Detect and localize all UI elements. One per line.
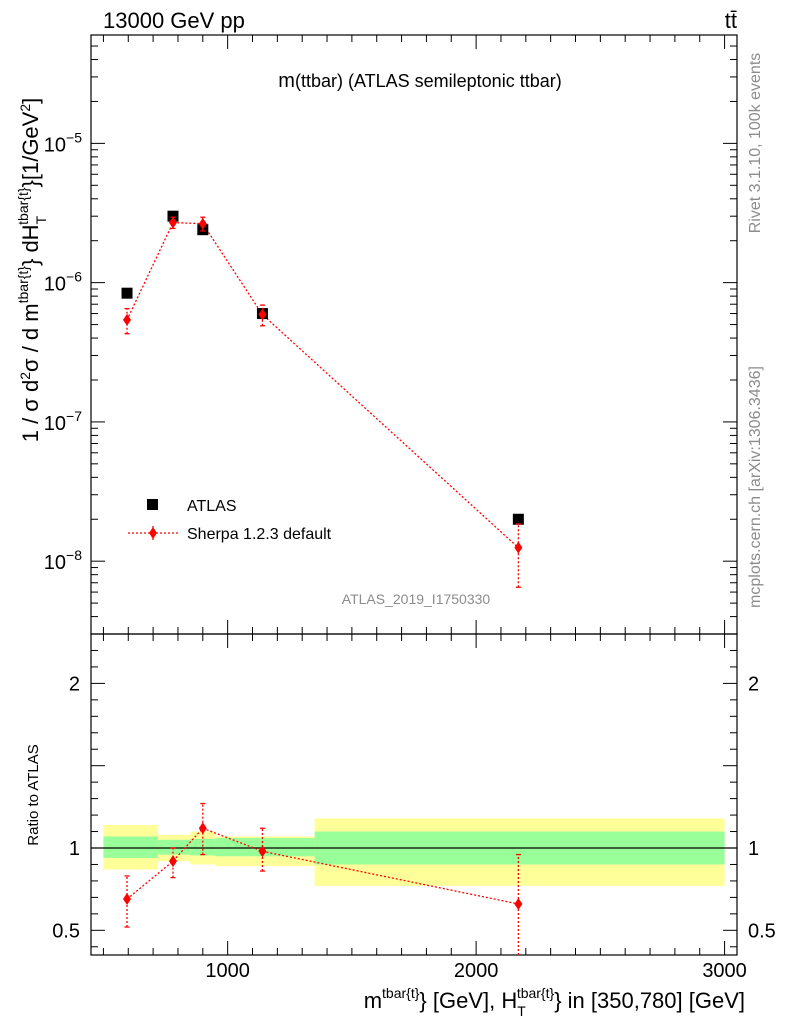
legend: ATLAS Sherpa 1.2.3 default bbox=[128, 498, 332, 543]
ratio-sherpa-point-0 bbox=[123, 893, 132, 906]
ratio-y-tick-label-left-0.5: 0.5 bbox=[52, 920, 80, 942]
ratio-y-tick-label-right-1: 1 bbox=[748, 838, 759, 860]
main-title-rest: (ttbar) (ATLAS semileptonic ttbar) bbox=[295, 71, 562, 91]
header-right: tt̄ bbox=[725, 8, 737, 33]
main-title: m(ttbar) (ATLAS semileptonic ttbar) bbox=[278, 70, 561, 92]
sherpa-point-4 bbox=[514, 541, 523, 554]
main-y-tick-label-2: 10−7 bbox=[44, 408, 82, 435]
ratio-y-tick-label-right-2: 2 bbox=[748, 673, 759, 695]
sherpa-line bbox=[126, 221, 519, 549]
watermark: ATLAS_2019_I1750330 bbox=[342, 591, 491, 607]
main-panel: m(ttbar) (ATLAS semileptonic ttbar) ATLA… bbox=[15, 34, 738, 635]
ratio-sherpa-point-1 bbox=[168, 855, 177, 868]
side-label-bottom: mcplots.cern.ch [arXiv:1306.3436] bbox=[747, 366, 764, 608]
side-label-top: Rivet 3.1.10, 100k events bbox=[747, 53, 764, 234]
legend-label-sherpa: Sherpa 1.2.3 default bbox=[187, 526, 332, 543]
main-y-tick-label-0: 10−5 bbox=[44, 129, 82, 156]
legend-marker-atlas bbox=[147, 499, 158, 510]
sherpa-point-2 bbox=[198, 217, 207, 230]
sherpa-point-0 bbox=[123, 313, 132, 326]
ratio-frame bbox=[90, 633, 738, 956]
ratio-sherpa-point-3 bbox=[258, 845, 267, 858]
atlas-point-1 bbox=[167, 210, 179, 222]
x-tick-label-1000: 1000 bbox=[205, 960, 250, 982]
main-y-tick-label-1: 10−6 bbox=[44, 269, 82, 296]
ratio-band-inner-0 bbox=[103, 836, 159, 858]
x-tick-label-2000: 2000 bbox=[454, 960, 499, 982]
atlas-point-4 bbox=[512, 513, 524, 525]
ratio-sherpa-point-4 bbox=[514, 897, 523, 910]
main-y-tick-label-3: 10−8 bbox=[44, 547, 82, 574]
ratio-band-inner-3 bbox=[215, 838, 315, 857]
ratio-y-tick-label-right-0.5: 0.5 bbox=[748, 920, 776, 942]
legend-marker-sherpa bbox=[149, 527, 157, 539]
sherpa-point-3 bbox=[258, 308, 267, 321]
ratio-y-tick-label-left-2: 2 bbox=[69, 673, 80, 695]
ratio-y-tick-label-left-1: 1 bbox=[69, 838, 80, 860]
x-axis-label: mtbar{t}} [GeV], HTtbar{t}} in [350,780]… bbox=[364, 985, 745, 1019]
legend-label-atlas: ATLAS bbox=[187, 498, 237, 515]
sherpa-point-1 bbox=[168, 216, 177, 229]
main-title-m: m bbox=[278, 70, 295, 92]
ratio-panel: Ratio to ATLAS mtbar{t}} [GeV], HTtbar{t… bbox=[25, 633, 776, 1019]
ratio-band-inner-1 bbox=[158, 839, 191, 855]
x-tick-label-3000: 3000 bbox=[702, 960, 747, 982]
header-left: 13000 GeV pp bbox=[103, 8, 245, 33]
ratio-bands bbox=[103, 818, 725, 886]
ratio-band-inner-2 bbox=[190, 838, 216, 856]
main-frame bbox=[90, 34, 738, 635]
ratio-sherpa-point-2 bbox=[198, 822, 207, 835]
atlas-point-0 bbox=[121, 287, 133, 299]
ratio-y-axis-label: Ratio to ATLAS bbox=[25, 744, 42, 845]
